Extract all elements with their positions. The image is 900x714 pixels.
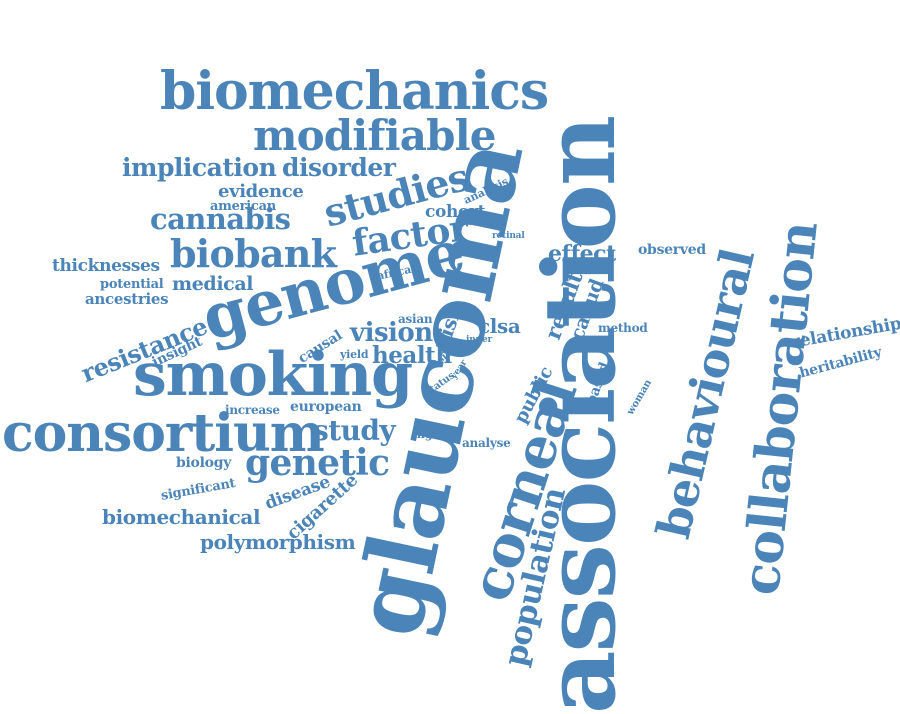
word-method: method	[598, 321, 648, 335]
word-modifiable: modifiable	[253, 111, 497, 160]
word-thicknesses: thicknesses	[52, 256, 160, 276]
word-observed: observed	[638, 242, 706, 258]
word-biomechanics: biomechanics	[160, 61, 549, 122]
word-vision: vision	[350, 318, 433, 348]
word-biology: biology	[176, 455, 232, 471]
word-effect: effect	[548, 241, 616, 267]
word-analyse: analyse	[462, 436, 511, 450]
word-biobank: biobank	[170, 231, 337, 276]
word-smoking: smoking	[133, 340, 413, 410]
word-study: study	[313, 414, 396, 447]
word-ancestries: ancestries	[85, 290, 169, 308]
word-yield: yield	[340, 348, 369, 361]
word-biomechanical: biomechanical	[102, 505, 261, 529]
word-health: health	[372, 342, 452, 369]
word-american: american	[210, 199, 276, 214]
word-polymorphism: polymorphism	[200, 530, 356, 554]
word-european: european	[290, 399, 362, 415]
word-increase: increase	[225, 403, 280, 417]
word-evidence: evidence	[218, 181, 304, 202]
word-inner: inner	[466, 335, 493, 345]
word-retinal: retinal	[492, 231, 525, 241]
word-medical: medical	[172, 273, 254, 295]
word-genetic: genetic	[245, 442, 390, 484]
word-consortium: consortium	[2, 403, 325, 464]
word-cohort: cohort	[425, 202, 486, 222]
word-disorder: disorder	[282, 153, 396, 182]
word-implication: implication	[122, 153, 277, 182]
word-significant: significant	[159, 475, 237, 504]
word-cannabis: cannabis	[150, 202, 291, 236]
word-asian: asian	[398, 312, 433, 326]
word-potential: potential	[100, 277, 164, 292]
word-higher: higher	[413, 428, 453, 441]
word-clsa: clsa	[478, 314, 521, 338]
